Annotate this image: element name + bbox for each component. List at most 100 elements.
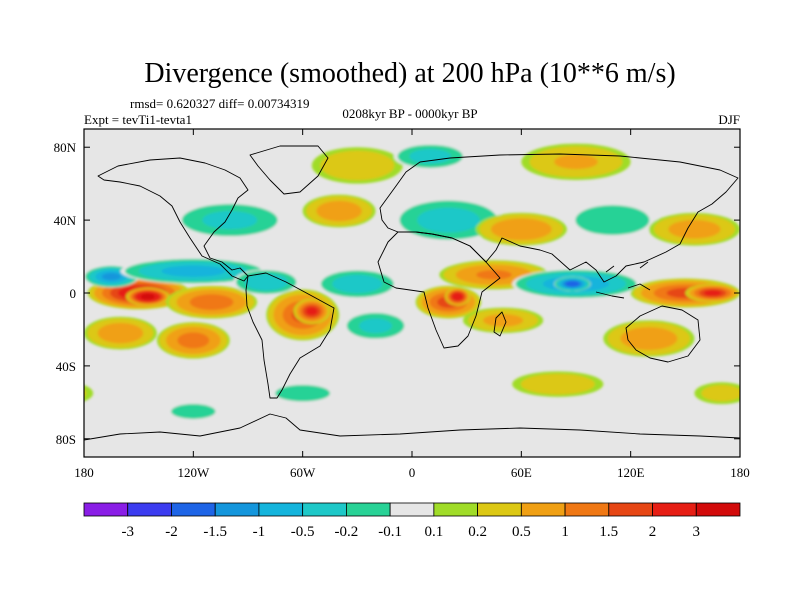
colorbar-swatch <box>608 502 653 517</box>
x-axis: 180 120W 60W 0 60E 120E 180 <box>74 129 750 480</box>
field-contour <box>520 373 595 395</box>
coast-australia <box>625 305 701 363</box>
colorbar-label: 3 <box>693 524 701 540</box>
field-blob <box>166 402 221 421</box>
plot-area: 180 120W 60W 0 60E 120E 180 80N 40N 0 40S 80S <box>54 128 750 480</box>
x-tick-label: 60W <box>290 465 316 480</box>
colorbar: -3 -2 -1.5 -1 -0.5 -0.2 -0.1 0.1 0.2 0.5 1 1.5 2 3 <box>83 502 741 540</box>
field-blob <box>566 201 658 239</box>
field-contour <box>189 294 234 310</box>
field-blob <box>84 382 740 405</box>
field-blob <box>311 147 403 184</box>
colorbar-swatch <box>564 502 610 517</box>
colorbar-label: -0.2 <box>335 524 359 540</box>
colorbar-label: 0.5 <box>512 524 531 540</box>
colorbar-swatch <box>171 502 216 517</box>
field-contour <box>359 318 392 334</box>
x-tick-label: 120W <box>177 465 210 480</box>
y-tick-label: 40N <box>54 213 77 228</box>
field-contour <box>316 200 362 222</box>
field-contour <box>668 219 721 239</box>
field-contour <box>140 293 155 300</box>
field-contour <box>701 385 740 402</box>
field-contour <box>84 389 87 397</box>
y-tick-label: 80N <box>54 140 77 155</box>
field-contour <box>171 404 216 419</box>
field-blob <box>84 316 157 350</box>
season-label: DJF <box>718 112 740 127</box>
field-blob <box>156 322 230 359</box>
field-contour <box>161 265 226 277</box>
field-blob <box>302 194 376 228</box>
field-blob <box>120 258 267 284</box>
field-contour <box>84 385 94 402</box>
coast-islands-indonesia <box>595 261 651 299</box>
field-blob <box>393 143 467 170</box>
field-contour <box>451 292 464 301</box>
field-blob <box>393 198 504 242</box>
field-contour <box>417 207 480 233</box>
stats-line: rmsd= 0.620327 diff= 0.00734319 <box>130 96 309 111</box>
field-blob <box>293 298 330 324</box>
colorbar-swatch <box>127 502 172 517</box>
x-tick-label: 180 <box>730 465 750 480</box>
experiment-label: Expt = tevTi1-tevta1 <box>84 112 192 127</box>
field-contour <box>275 385 331 402</box>
colorbar-swatch <box>477 502 522 517</box>
field-contour <box>97 322 144 344</box>
field-contour <box>320 150 395 181</box>
field-blob <box>317 269 398 299</box>
colorbar-swatch <box>652 502 697 517</box>
coast-madagascar <box>493 311 507 337</box>
field-contour <box>703 290 722 296</box>
colorbar-swatch <box>389 502 435 517</box>
colorbar-swatch <box>345 502 391 517</box>
field-blob <box>475 212 567 246</box>
field-blob <box>463 307 544 334</box>
chart-title: Divergence (smoothed) at 200 hPa (10**6 … <box>144 58 675 89</box>
colorbar-label: -1 <box>253 524 266 540</box>
colorbar-label: -3 <box>121 524 134 540</box>
field-blob <box>554 276 591 292</box>
field-blob <box>342 311 409 341</box>
field-blob <box>166 285 258 319</box>
divergence-field <box>84 143 740 421</box>
field-blob <box>266 382 340 405</box>
y-tick-label: 0 <box>70 286 77 301</box>
coastlines <box>84 145 740 441</box>
coast-north-america <box>97 157 249 282</box>
field-blob <box>175 201 285 239</box>
field-blob <box>685 283 740 303</box>
field-contour <box>554 154 598 170</box>
colorbar-swatch <box>302 502 347 517</box>
colorbar-label: 1 <box>561 524 569 540</box>
field-contour <box>564 280 580 287</box>
colorbar-label: 0.2 <box>468 524 487 540</box>
x-tick-label: 60E <box>511 465 532 480</box>
y-axis: 80N 40N 0 40S 80S <box>54 140 740 447</box>
x-tick-label: 120E <box>617 465 645 480</box>
period-label: 0208kyr BP - 0000kyr BP <box>342 106 477 121</box>
colorbar-swatch <box>520 502 566 517</box>
colorbar-label: -1.5 <box>203 524 227 540</box>
x-tick-label: 180 <box>74 465 94 480</box>
field-blob <box>444 287 471 306</box>
field-contour <box>409 149 452 164</box>
field-blob <box>125 287 170 306</box>
colorbar-label: 2 <box>649 524 657 540</box>
field-contour <box>332 274 383 294</box>
x-tick-label: 0 <box>409 465 416 480</box>
colorbar-swatch <box>83 502 129 517</box>
coast-antarctica <box>84 413 740 441</box>
field-contour <box>490 218 552 241</box>
field-contour <box>483 313 524 327</box>
coast-south-america <box>245 272 335 399</box>
colorbar-label: -0.5 <box>291 524 315 540</box>
colorbar-label: -0.1 <box>378 524 402 540</box>
colorbar-label: 0.1 <box>424 524 443 540</box>
y-tick-label: 40S <box>56 359 76 374</box>
field-contour <box>202 210 258 230</box>
field-contour <box>305 307 318 316</box>
colorbar-label: 1.5 <box>599 524 618 540</box>
y-tick-label: 80S <box>56 432 76 447</box>
